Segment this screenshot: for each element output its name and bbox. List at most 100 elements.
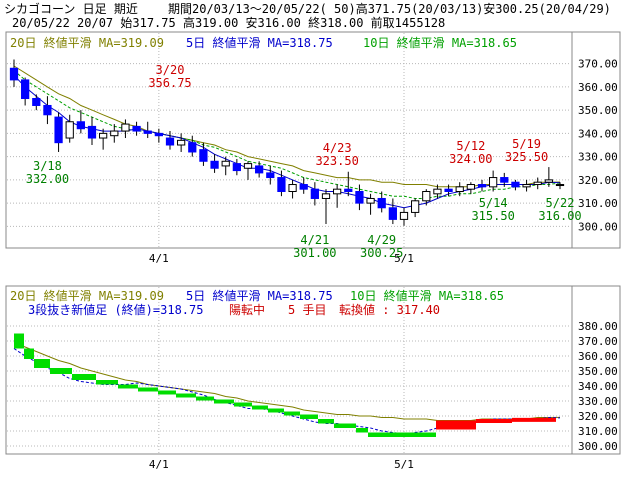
- y-tick-label: 320.00: [578, 410, 618, 423]
- y-tick-label: 310.00: [578, 197, 618, 210]
- header-title: シカゴコーン 日足 期近: [4, 1, 138, 16]
- kagi-block: [14, 333, 24, 349]
- candle-body: [321, 193, 331, 199]
- candle-body: [511, 181, 520, 188]
- annotation-date: 4/29: [367, 233, 396, 247]
- y-tick-label: 370.00: [578, 58, 618, 71]
- kagi-step: 5 手目: [288, 303, 326, 317]
- kagi-block: [118, 384, 138, 389]
- kagi-block: [96, 380, 118, 385]
- candle-body: [221, 160, 230, 167]
- kagi-block: [268, 408, 284, 413]
- annotation-date: 5/22: [546, 196, 575, 210]
- kagi-reversal: 転換値 : 317.40: [339, 302, 440, 317]
- annotation-value: 356.75: [148, 76, 191, 90]
- annotation-value: 316.00: [538, 209, 581, 223]
- candle-body: [477, 184, 487, 188]
- y-tick-label: 320.00: [578, 174, 618, 187]
- price-axis-box: [571, 31, 621, 249]
- candle-body: [76, 121, 85, 130]
- kagi-block: [24, 348, 34, 359]
- candle-body: [132, 125, 141, 132]
- kagi-grid: [7, 287, 571, 453]
- kagi-block: [334, 423, 356, 428]
- candle-body: [433, 188, 442, 195]
- y-tick-label: 350.00: [578, 104, 618, 117]
- y-tick-label: 370.00: [578, 335, 618, 348]
- kagi-blocks: [14, 333, 556, 437]
- header-ohlc: 20/05/22 20/07 始317.75 高319.00 安316.00 終…: [12, 15, 445, 30]
- kagi-block: [436, 420, 476, 430]
- header-period: 期間20/03/13～20/05/22( 50)高371.75(20/03/13…: [168, 1, 611, 16]
- annotation-value: 315.50: [471, 209, 514, 223]
- legend-ma20: 20日 終値平滑 MA=319.09: [10, 35, 164, 50]
- candle-body: [110, 130, 119, 137]
- kagi-block: [234, 402, 252, 407]
- legend-ma5: 5日 終値平滑 MA=318.75: [186, 35, 333, 50]
- candle-body: [288, 184, 297, 192]
- kagi-block: [476, 419, 512, 423]
- annotation-date: 4/23: [323, 141, 352, 155]
- y-tick-label: 340.00: [578, 127, 618, 140]
- candle-body: [411, 200, 420, 213]
- y-tick-label: 300.00: [578, 440, 618, 453]
- candle-body: [188, 142, 197, 153]
- candle-body: [544, 179, 553, 183]
- kagi-block: [34, 359, 50, 368]
- annotation-value: 325.50: [505, 150, 548, 164]
- price-x-axis: 4/1 5/1: [149, 252, 414, 265]
- y-tick-label: 340.00: [578, 380, 618, 393]
- annotation-date: 3/20: [156, 63, 185, 77]
- kagi-axis-box: [571, 285, 621, 455]
- kagi-block: [158, 390, 176, 395]
- y-tick-label: 330.00: [578, 395, 618, 408]
- kagi-block: [300, 414, 318, 419]
- candle-body: [333, 188, 342, 195]
- candle-body: [489, 177, 498, 188]
- candlestick-series: [9, 59, 565, 226]
- price-y-axis: 300.00 310.00 320.00 330.00 340.00 350.00 360.…: [578, 58, 618, 234]
- candle-body: [522, 184, 531, 188]
- y-tick-label: 300.00: [578, 220, 618, 233]
- x-tick-label: 4/1: [149, 252, 169, 265]
- candle-body: [210, 160, 219, 169]
- candle-body: [32, 98, 41, 106]
- y-tick-label: 380.00: [578, 320, 618, 333]
- y-tick-label: 360.00: [578, 81, 618, 94]
- candle-body: [9, 67, 19, 81]
- kagi-y-axis: 300.00 310.00 320.00 330.00 340.00 350.00 360.…: [578, 320, 618, 453]
- candle-body: [399, 211, 409, 220]
- x-tick-label: 4/1: [149, 458, 169, 471]
- y-tick-label: 350.00: [578, 365, 618, 378]
- ma10-line: [13, 70, 561, 199]
- candle-body: [199, 149, 208, 162]
- candle-body: [299, 184, 308, 190]
- kagi-block: [356, 428, 368, 433]
- candle-body: [388, 207, 397, 220]
- annotation-date: 5/19: [512, 137, 541, 151]
- annotation-value: 323.50: [315, 154, 358, 168]
- kagi-block: [284, 411, 300, 416]
- price-panel: [5, 31, 573, 249]
- legend2-ma5: 5日 終値平滑 MA=318.75: [186, 288, 333, 303]
- y-tick-label: 360.00: [578, 350, 618, 363]
- candle-body: [243, 163, 253, 169]
- candle-body: [444, 188, 453, 193]
- x-tick-label: 5/1: [394, 252, 414, 265]
- kagi-status: 陽転中: [229, 302, 265, 317]
- y-tick-label: 330.00: [578, 151, 618, 164]
- candle-body: [21, 79, 30, 100]
- annotation-date: 3/18: [33, 159, 62, 173]
- candle-body: [154, 132, 163, 137]
- candle-body: [43, 104, 52, 116]
- candle-body: [232, 163, 241, 172]
- candle-body: [277, 177, 286, 193]
- kagi-label: 3段抜き新値足 (終値)=318.75: [28, 302, 203, 317]
- candle-body: [455, 186, 464, 193]
- kagi-block: [138, 387, 158, 392]
- candle-body: [366, 197, 375, 204]
- annotation-value: 301.00: [293, 246, 336, 260]
- kagi-block: [368, 432, 436, 437]
